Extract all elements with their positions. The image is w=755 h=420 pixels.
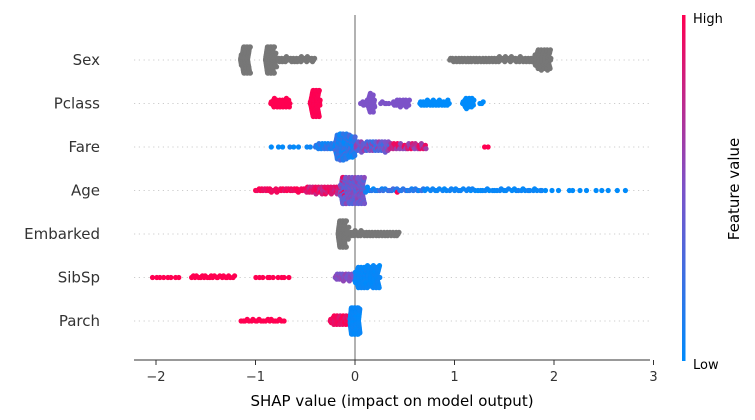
shap-point: [247, 70, 253, 76]
shap-point: [480, 99, 486, 105]
beeswarm-points: [149, 44, 629, 337]
feature-label: Sex: [73, 51, 100, 69]
shap-point: [312, 55, 318, 61]
shap-point: [168, 274, 174, 281]
shap-point: [346, 224, 352, 230]
feature-label: Age: [71, 182, 100, 200]
shap-point: [287, 144, 293, 150]
shap-point: [605, 187, 611, 194]
shap-point: [287, 100, 293, 107]
colorbar: [682, 15, 686, 361]
shap-point: [343, 218, 349, 224]
shap-point: [161, 274, 167, 281]
shap-point: [376, 263, 383, 269]
shap-point: [149, 274, 156, 281]
shap-point: [361, 200, 368, 207]
shap-point: [352, 134, 358, 140]
shap-point: [406, 102, 412, 108]
x-tick-label: −2: [146, 370, 165, 385]
shap-point: [471, 97, 477, 103]
shap-point: [470, 102, 476, 108]
shap-point: [539, 187, 545, 194]
shap-point: [343, 244, 349, 250]
shap-point: [268, 144, 274, 150]
shap-point: [446, 100, 452, 107]
shap-point: [316, 113, 322, 120]
shap-point: [307, 144, 313, 150]
shap-point: [614, 187, 620, 194]
shap-point: [275, 144, 282, 150]
shap-point: [280, 144, 286, 150]
shap-point: [485, 144, 491, 150]
shap-point: [548, 55, 554, 61]
shap-point: [317, 102, 323, 108]
shap-point: [555, 187, 562, 194]
shap-point: [275, 274, 281, 281]
shap-point: [542, 187, 549, 194]
shap-point: [371, 97, 377, 103]
shap-point: [316, 87, 322, 94]
shap-point: [357, 330, 363, 336]
shap-point: [176, 274, 182, 281]
shap-point: [281, 318, 287, 324]
shap-point: [295, 144, 302, 150]
feature-label: Parch: [59, 312, 100, 330]
shap-point: [423, 146, 429, 152]
shap-point: [547, 65, 553, 72]
shap-point: [247, 44, 253, 50]
shap-point: [593, 187, 599, 194]
shap-point: [406, 97, 412, 103]
shap-point: [376, 285, 382, 291]
shap-point: [291, 144, 297, 150]
feature-label: Pclass: [54, 95, 100, 113]
shap-point: [157, 274, 163, 281]
shap-point: [281, 274, 287, 281]
x-tick-label: 0: [351, 370, 359, 385]
shap-point: [273, 50, 279, 56]
shap-point: [549, 187, 555, 194]
shap-point: [370, 92, 376, 98]
x-tick-label: 3: [649, 370, 657, 385]
shap-point: [270, 274, 276, 281]
colorbar-low-label: Low: [693, 358, 719, 373]
shap-point: [274, 64, 280, 70]
shap-point: [583, 187, 590, 194]
shap-point: [345, 236, 351, 242]
shap-point: [363, 189, 369, 195]
shap-point: [570, 187, 576, 194]
feature-labels: Sex Pclass Fare Age Embarked SibSp Parch: [24, 51, 100, 330]
shap-point: [232, 273, 238, 279]
shap-point: [260, 274, 266, 281]
feature-label: Fare: [68, 138, 100, 156]
shap-point: [286, 274, 292, 281]
shap-point: [361, 174, 367, 181]
shap-point: [577, 187, 583, 194]
shap-point: [370, 109, 376, 115]
shap-point: [547, 47, 554, 53]
shap-point: [271, 44, 277, 50]
shap-point: [271, 70, 277, 76]
x-axis-title: SHAP value (impact on model output): [250, 392, 533, 410]
shap-point: [352, 152, 358, 159]
colorbar-high-label: High: [693, 12, 723, 27]
shap-point: [317, 97, 323, 103]
feature-label: Embarked: [24, 225, 100, 243]
shap-point: [372, 104, 378, 110]
shap-point: [527, 187, 533, 194]
shap-point: [253, 274, 259, 281]
feature-label: SibSp: [58, 269, 100, 287]
x-axis: −2 −1 0 1 2 3: [134, 359, 658, 385]
x-tick-label: −1: [246, 370, 265, 385]
shap-point: [622, 187, 629, 194]
shap-point: [599, 187, 605, 194]
shap-point: [377, 274, 383, 281]
shap-point: [357, 306, 363, 312]
x-tick-label: 2: [550, 370, 558, 385]
colorbar-title: Feature value: [725, 138, 743, 240]
x-tick-label: 1: [450, 370, 458, 385]
shap-point: [396, 229, 402, 235]
shap-point: [386, 100, 392, 107]
